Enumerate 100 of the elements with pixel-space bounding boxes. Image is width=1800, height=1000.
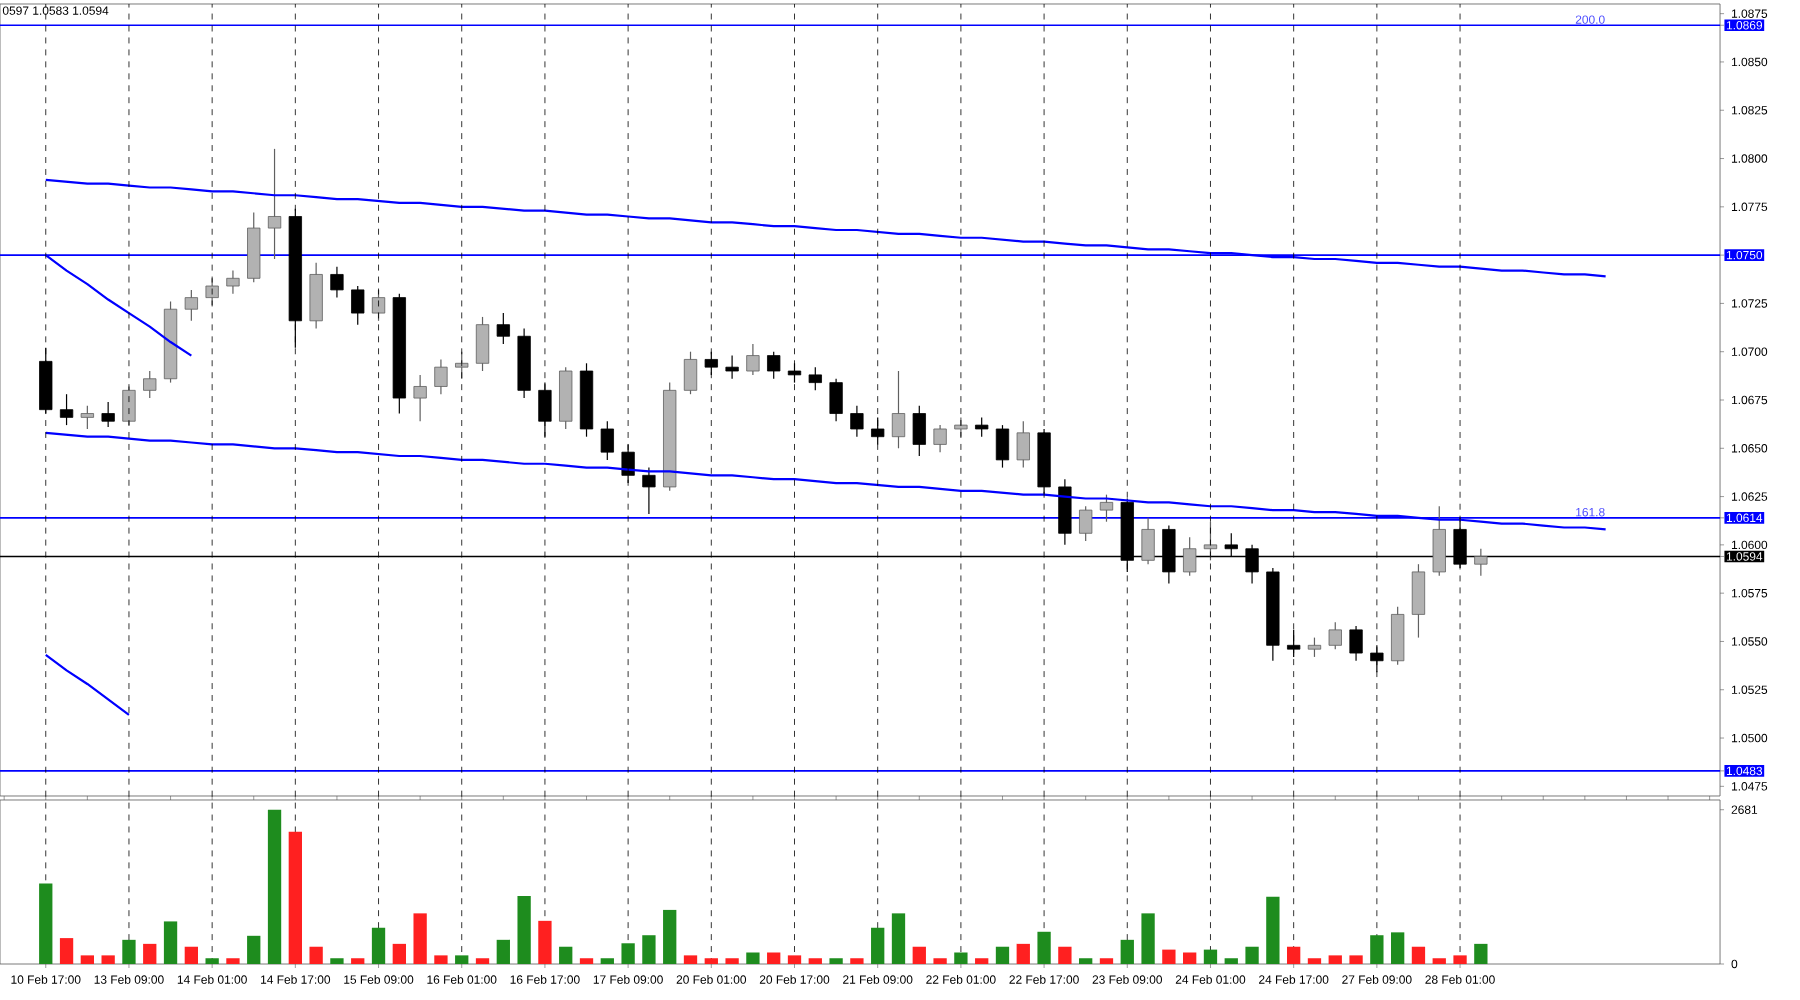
bar (247, 935, 261, 964)
candlestick (1432, 505, 1446, 577)
bar (995, 946, 1010, 964)
bar (413, 913, 427, 964)
bar (1391, 932, 1405, 964)
bar (829, 958, 843, 964)
bar (1370, 935, 1384, 964)
candlestick (267, 148, 282, 260)
bar (475, 958, 490, 964)
bar (434, 955, 448, 964)
bar (579, 958, 594, 964)
candlestick (1183, 536, 1197, 577)
bar (122, 939, 136, 964)
bar (455, 955, 469, 964)
bar (621, 943, 635, 964)
bar (351, 958, 365, 964)
candlestick (80, 405, 94, 430)
candlestick (1079, 505, 1093, 542)
candlestick (1349, 625, 1363, 662)
candlestick (1141, 517, 1155, 565)
candlestick (808, 366, 822, 391)
bar (767, 952, 781, 964)
bar (954, 952, 968, 964)
candlestick (434, 358, 448, 395)
candlestick (309, 262, 323, 330)
candlestick (891, 370, 906, 449)
candlestick (1099, 494, 1114, 523)
bar (808, 958, 822, 964)
candlestick (600, 420, 614, 461)
candlestick (746, 343, 760, 376)
candlestick (933, 424, 947, 453)
bar (871, 927, 885, 964)
bar (1474, 943, 1488, 964)
bar (80, 955, 95, 964)
candlestick (1016, 420, 1030, 469)
candlestick (725, 354, 739, 380)
bar (205, 958, 219, 964)
bar (1183, 952, 1197, 964)
bar (1287, 946, 1301, 964)
candlestick (351, 285, 365, 326)
bar (1411, 946, 1426, 964)
bar (1079, 958, 1093, 964)
bar (163, 921, 178, 964)
candlestick (1411, 563, 1426, 639)
candlestick (850, 405, 864, 438)
bar (1016, 943, 1030, 964)
bar (683, 955, 698, 964)
candlestick (683, 351, 698, 395)
bar (1307, 958, 1322, 964)
bar (226, 958, 240, 964)
line-series (44, 653, 131, 716)
candlestick (496, 312, 510, 345)
candlestick (59, 393, 74, 426)
bar (850, 958, 864, 964)
bar (933, 958, 947, 964)
candlestick (330, 266, 344, 299)
bar (392, 943, 406, 964)
candlestick (767, 351, 781, 380)
bar (600, 958, 614, 964)
candlestick (995, 424, 1010, 469)
bar (746, 952, 760, 964)
candlestick (975, 416, 989, 438)
bar (1224, 958, 1238, 964)
bar (1453, 955, 1467, 964)
candlestick (184, 289, 198, 322)
bar (309, 946, 323, 964)
bar (891, 913, 906, 964)
bar (59, 938, 74, 964)
bar (517, 896, 531, 964)
bar (787, 955, 802, 964)
bar (1266, 896, 1280, 964)
bar (496, 939, 510, 964)
candlestick (912, 405, 926, 457)
bar (143, 943, 157, 964)
bar (1162, 949, 1176, 964)
bar (912, 946, 926, 964)
candlestick (1307, 636, 1322, 658)
candlestick (1058, 478, 1072, 546)
bar (39, 883, 53, 964)
bar (371, 927, 386, 964)
bar (725, 958, 739, 964)
bar (1432, 958, 1446, 964)
bar (101, 955, 115, 964)
bar (1245, 946, 1259, 964)
bar (1141, 913, 1155, 964)
bar (704, 958, 718, 964)
bar (642, 935, 656, 964)
candlestick (143, 370, 157, 399)
bar (538, 920, 552, 964)
bar (1099, 958, 1114, 964)
candlestick (475, 316, 490, 372)
bar (1328, 955, 1342, 964)
bar (330, 958, 344, 964)
bar (1120, 939, 1134, 964)
candlestick (1474, 548, 1488, 577)
bar (1058, 946, 1072, 964)
candlestick (829, 378, 843, 422)
bar (184, 946, 198, 964)
bar (267, 809, 282, 964)
candlestick (1328, 621, 1342, 650)
